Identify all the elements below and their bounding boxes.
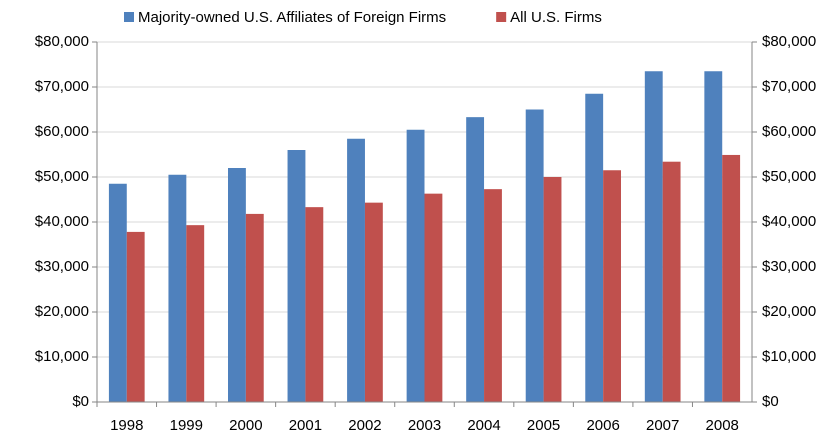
y-tick-label: $0: [72, 393, 89, 410]
y2-tick-label: $20,000: [762, 303, 816, 320]
bar: [168, 174, 187, 402]
bar: [186, 225, 205, 402]
y2-tick-label: $40,000: [762, 213, 816, 230]
legend-label: Majority-owned U.S. Affiliates of Foreig…: [138, 9, 446, 26]
bar: [525, 109, 544, 402]
bar: [228, 168, 246, 402]
x-tick-label: 2003: [408, 417, 441, 434]
bar: [305, 207, 324, 402]
bar: [704, 71, 723, 402]
bar: [644, 71, 663, 402]
bar: [543, 177, 562, 402]
bar: [662, 161, 681, 402]
bar: [603, 170, 621, 402]
legend-swatch: [496, 12, 507, 22]
y2-tick-label: $50,000: [762, 168, 816, 185]
bar: [108, 183, 127, 402]
bar: [245, 213, 264, 402]
y2-tick-label: $0: [762, 393, 779, 410]
bar: [424, 193, 443, 402]
bar: [287, 150, 306, 402]
y2-tick-label: $80,000: [762, 33, 816, 50]
y2-tick-label: $10,000: [762, 348, 816, 365]
x-tick-label: 2004: [467, 417, 500, 434]
bar: [126, 231, 145, 402]
bar: [585, 93, 604, 402]
legend-swatch: [124, 12, 134, 22]
x-tick-label: 2000: [229, 417, 262, 434]
y-tick-label: $70,000: [35, 78, 89, 95]
legend-label: All U.S. Firms: [510, 9, 602, 26]
y2-tick-label: $70,000: [762, 78, 816, 95]
bar: [406, 129, 425, 402]
bar: [347, 138, 365, 402]
y-tick-label: $10,000: [35, 348, 89, 365]
x-tick-label: 1998: [110, 417, 143, 434]
bar: [484, 189, 502, 402]
bar: [466, 117, 485, 403]
x-tick-label: 2008: [706, 417, 739, 434]
x-tick-label: 2005: [527, 417, 560, 434]
x-tick-label: 2007: [646, 417, 679, 434]
y-tick-label: $40,000: [35, 213, 89, 230]
y-tick-label: $30,000: [35, 258, 89, 275]
y2-tick-label: $60,000: [762, 123, 816, 140]
x-tick-label: 2006: [586, 417, 619, 434]
x-tick-label: 2002: [348, 417, 381, 434]
y-tick-label: $60,000: [35, 123, 89, 140]
y2-tick-label: $30,000: [762, 258, 816, 275]
bar: [364, 202, 383, 402]
bar: [722, 154, 741, 402]
y-tick-label: $50,000: [35, 168, 89, 185]
y-tick-label: $20,000: [35, 303, 89, 320]
y-tick-label: $80,000: [35, 33, 89, 50]
x-tick-label: 1999: [170, 417, 203, 434]
x-tick-label: 2001: [289, 417, 322, 434]
